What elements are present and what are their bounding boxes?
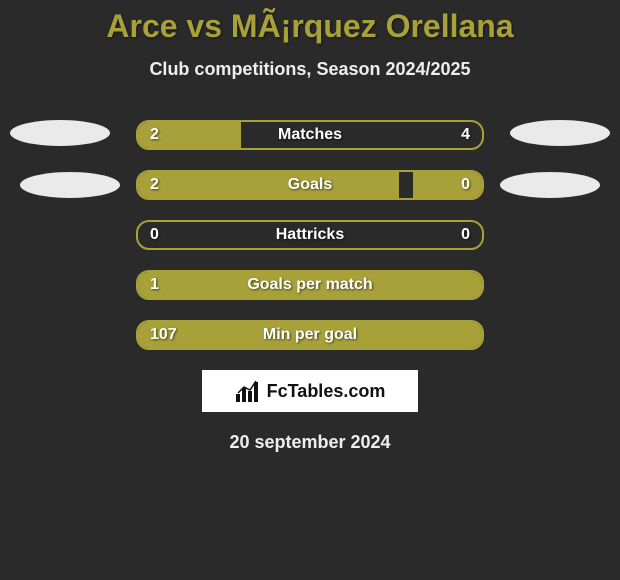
stat-label: Matches bbox=[138, 122, 482, 148]
comparison-chart: 2 Matches 4 2 Goals 0 0 Hattricks 0 1 Go… bbox=[0, 120, 620, 453]
source-logo[interactable]: FcTables.com bbox=[202, 370, 418, 412]
page: Arce vs MÃ¡rquez Orellana Club competiti… bbox=[0, 0, 620, 580]
stat-row-min-per-goal: 107 Min per goal bbox=[136, 320, 484, 350]
source-logo-text: FcTables.com bbox=[267, 381, 386, 402]
player-left-photo-placeholder-2 bbox=[20, 172, 120, 198]
player-left-photo-placeholder-1 bbox=[10, 120, 110, 146]
page-title: Arce vs MÃ¡rquez Orellana bbox=[0, 0, 620, 45]
generated-date: 20 september 2024 bbox=[0, 432, 620, 453]
stat-row-goals: 2 Goals 0 bbox=[136, 170, 484, 200]
stat-value-right: 0 bbox=[461, 222, 470, 248]
bar-chart-icon bbox=[235, 380, 261, 402]
stat-label: Goals bbox=[138, 172, 482, 198]
stat-label: Hattricks bbox=[138, 222, 482, 248]
page-subtitle: Club competitions, Season 2024/2025 bbox=[0, 59, 620, 80]
player-right-photo-placeholder-2 bbox=[500, 172, 600, 198]
stat-row-hattricks: 0 Hattricks 0 bbox=[136, 220, 484, 250]
stat-label: Min per goal bbox=[138, 322, 482, 348]
stat-value-right: 4 bbox=[461, 122, 470, 148]
stat-value-right: 0 bbox=[461, 172, 470, 198]
stat-row-matches: 2 Matches 4 bbox=[136, 120, 484, 150]
stat-label: Goals per match bbox=[138, 272, 482, 298]
stat-row-goals-per-match: 1 Goals per match bbox=[136, 270, 484, 300]
player-right-photo-placeholder-1 bbox=[510, 120, 610, 146]
